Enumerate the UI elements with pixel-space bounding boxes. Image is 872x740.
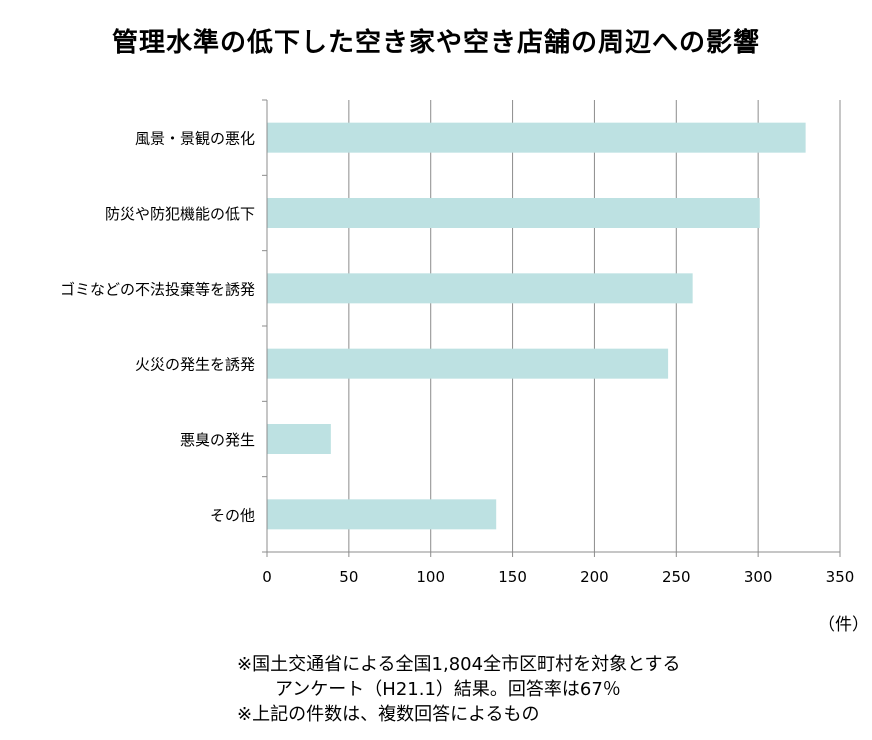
footnotes: ※国土交通省による全国1,804全市区町村を対象とする アンケート（H21.1）… <box>237 652 681 727</box>
bar <box>267 348 669 379</box>
category-label: 防災や防犯機能の低下 <box>105 205 255 223</box>
x-tick-label: 0 <box>262 568 272 586</box>
category-label: 火災の発生を誘発 <box>135 356 255 374</box>
x-tick-label: 100 <box>416 568 445 586</box>
footnote-line-1: ※国土交通省による全国1,804全市区町村を対象とする <box>237 654 681 675</box>
x-tick-label: 250 <box>662 568 691 586</box>
axes <box>262 99 841 557</box>
bar <box>267 122 806 153</box>
x-tick-label: 350 <box>826 568 855 586</box>
bar <box>267 273 693 304</box>
category-label: 風景・景観の悪化 <box>135 130 255 148</box>
bar-chart: 風景・景観の悪化防災や防犯機能の低下ゴミなどの不法投棄等を誘発火災の発生を誘発悪… <box>60 99 854 586</box>
category-label: ゴミなどの不法投棄等を誘発 <box>60 280 255 298</box>
bar <box>267 424 331 454</box>
bar <box>267 198 760 228</box>
footnote-line-3: ※上記の件数は、複数回答によるもの <box>237 704 540 725</box>
x-tick-label: 200 <box>580 568 609 586</box>
footnote-line-2: アンケート（H21.1）結果。回答率は67％ <box>275 679 621 700</box>
chart-title: 管理水準の低下した空き家や空き店舗の周辺への影響 <box>111 28 760 58</box>
gridlines <box>348 100 841 552</box>
category-labels: 風景・景観の悪化防災や防犯機能の低下ゴミなどの不法投棄等を誘発火災の発生を誘発悪… <box>60 130 255 525</box>
x-tick-label: 150 <box>498 568 527 586</box>
x-tick-label: 300 <box>744 568 773 586</box>
x-axis-unit: （件） <box>818 615 869 635</box>
x-tick-label: 50 <box>339 568 358 586</box>
category-label: 悪臭の発生 <box>180 431 255 449</box>
bar <box>267 499 497 530</box>
category-label: その他 <box>210 506 255 524</box>
tick-labels: 0 50 100 150 200 250 300 350 <box>262 568 854 586</box>
bars <box>267 122 806 530</box>
